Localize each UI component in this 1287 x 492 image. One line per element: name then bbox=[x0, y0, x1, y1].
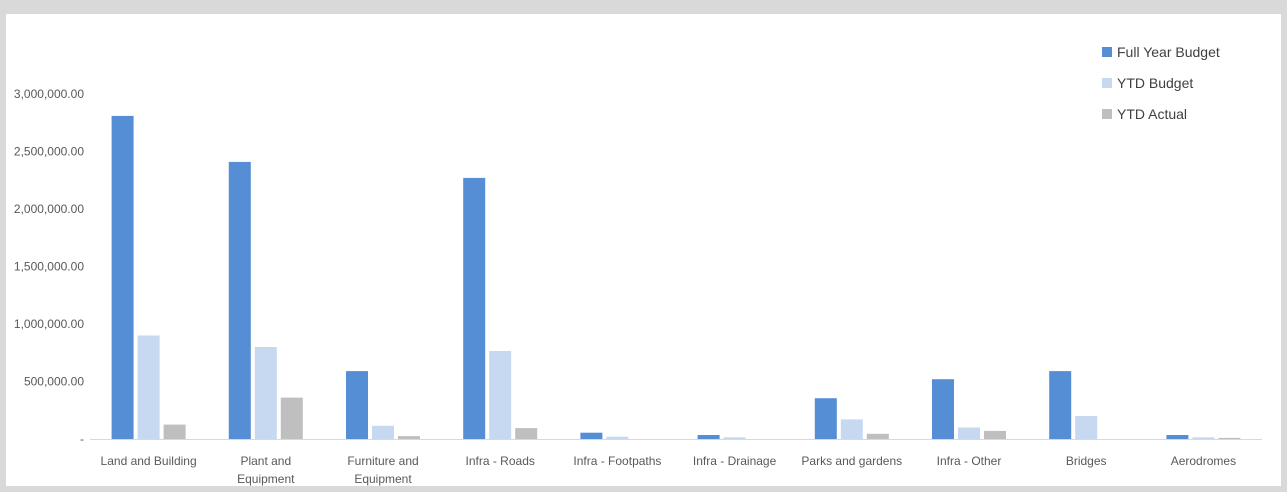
bar-ytd-actual bbox=[1218, 437, 1241, 439]
y-tick-label: 500,000.00 bbox=[24, 375, 84, 389]
x-tick-label: Plant and bbox=[240, 454, 291, 468]
legend: Full Year Budget YTD Budget YTD Actual bbox=[1102, 44, 1220, 122]
bar-full-year-budget bbox=[346, 371, 368, 439]
bar-ytd-budget bbox=[1075, 416, 1098, 439]
bar-ytd-budget bbox=[372, 425, 394, 439]
bar-ytd-budget bbox=[723, 437, 746, 439]
bar-full-year-budget bbox=[932, 379, 954, 439]
legend-swatch bbox=[1102, 78, 1112, 88]
x-tick-label: Bridges bbox=[1066, 454, 1107, 468]
x-axis-labels: Land and Building Plant and Equipment Furni… bbox=[101, 454, 1237, 486]
bar-full-year-budget bbox=[697, 435, 720, 439]
bar-full-year-budget bbox=[814, 398, 837, 439]
y-tick-label: 1,500,000.00 bbox=[14, 260, 84, 274]
bar-full-year-budget bbox=[228, 161, 251, 439]
x-tick-label: Land and Building bbox=[101, 454, 197, 468]
legend-label: YTD Budget bbox=[1117, 75, 1193, 91]
bar-ytd-budget bbox=[137, 335, 160, 439]
bar-ytd-actual bbox=[398, 436, 420, 439]
legend-label: YTD Actual bbox=[1117, 106, 1187, 122]
bar-ytd-budget bbox=[489, 351, 512, 439]
x-tick-label: Infra - Roads bbox=[466, 454, 535, 468]
bar-ytd-budget bbox=[1192, 437, 1215, 439]
x-tick-label: Infra - Other bbox=[937, 454, 1002, 468]
bar-full-year-budget bbox=[111, 115, 134, 440]
bar-ytd-actual bbox=[280, 397, 303, 439]
bars bbox=[111, 115, 1241, 440]
y-tick-label: 2,500,000.00 bbox=[14, 145, 84, 159]
y-tick-label: 1,000,000.00 bbox=[14, 317, 84, 331]
legend-swatch bbox=[1102, 47, 1112, 57]
x-tick-label: Infra - Footpaths bbox=[573, 454, 661, 468]
bar-ytd-actual bbox=[866, 433, 889, 439]
x-tick-label: Aerodromes bbox=[1171, 454, 1236, 468]
y-axis: - 500,000.00 1,000,000.00 1,500,000.00 2,000… bbox=[14, 87, 84, 446]
bar-full-year-budget bbox=[1049, 371, 1072, 439]
x-tick-label: Equipment bbox=[237, 472, 295, 486]
x-tick-label: Infra - Drainage bbox=[693, 454, 777, 468]
y-tick-label: 2,000,000.00 bbox=[14, 202, 84, 216]
x-tick-label: Parks and gardens bbox=[801, 454, 902, 468]
x-tick-label: Equipment bbox=[354, 472, 412, 486]
bar-full-year-budget bbox=[463, 177, 486, 439]
bar-ytd-budget bbox=[254, 347, 277, 439]
y-tick-label: 3,000,000.00 bbox=[14, 87, 84, 101]
bar-ytd-actual bbox=[515, 428, 538, 439]
legend-label: Full Year Budget bbox=[1117, 44, 1220, 60]
bar-ytd-actual bbox=[984, 430, 1006, 439]
bar-ytd-budget bbox=[606, 436, 629, 439]
bar-full-year-budget bbox=[1166, 435, 1189, 439]
bar-ytd-budget bbox=[840, 419, 863, 439]
bar-ytd-actual bbox=[163, 424, 186, 439]
x-tick-label: Furniture and bbox=[347, 454, 418, 468]
bar-full-year-budget bbox=[580, 432, 603, 439]
legend-swatch bbox=[1102, 109, 1112, 119]
y-tick-label: - bbox=[80, 432, 84, 446]
bar-ytd-budget bbox=[958, 427, 980, 439]
